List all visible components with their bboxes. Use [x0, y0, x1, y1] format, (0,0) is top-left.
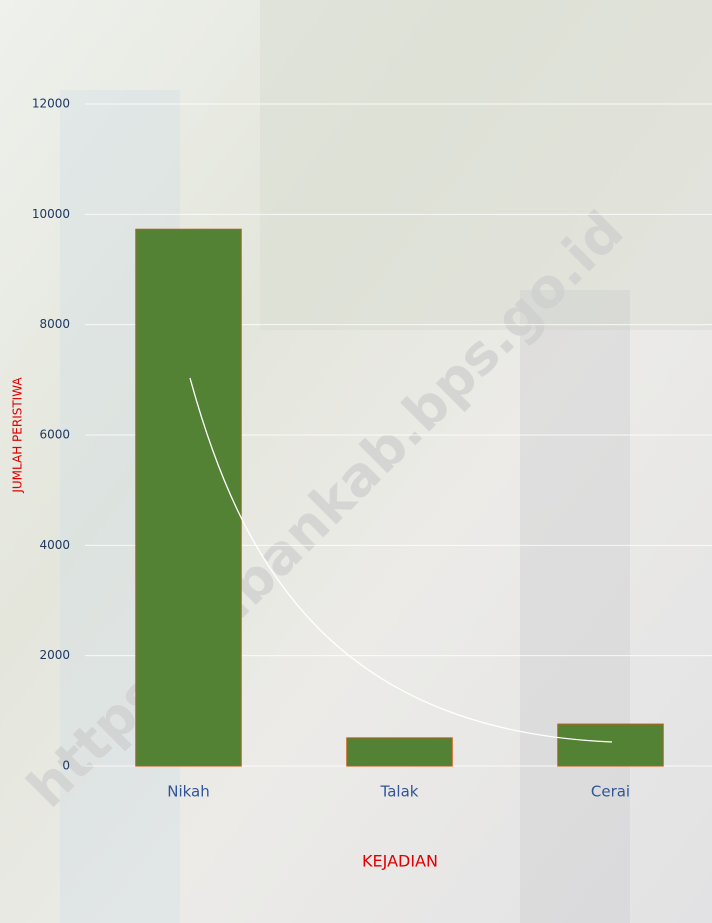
- background-foliage: [260, 0, 712, 330]
- y-axis-label: JUMLAH PERISTIWA: [11, 377, 25, 494]
- x-tick-label: Cerai: [591, 783, 630, 801]
- y-tick-label: 6000: [39, 428, 70, 442]
- bar: [136, 229, 242, 766]
- y-tick-label: 2000: [39, 648, 70, 662]
- y-tick-label: 4000: [39, 538, 70, 552]
- background-figure: [520, 290, 630, 923]
- y-tick-label: 10000: [32, 207, 70, 221]
- x-axis-label: KEJADIAN: [362, 852, 438, 871]
- x-tick-label: Talak: [380, 783, 419, 801]
- chart: https://tubankab.bps.go.id 0200040006000…: [0, 0, 712, 923]
- y-tick-label: 0: [62, 759, 70, 773]
- y-tick-label: 12000: [32, 97, 70, 111]
- y-tick-label: 8000: [39, 317, 70, 331]
- bar: [347, 738, 453, 766]
- x-tick-label: Nikah: [167, 783, 210, 801]
- bar: [558, 724, 664, 766]
